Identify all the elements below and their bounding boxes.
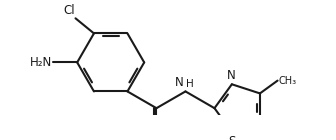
Text: Cl: Cl: [63, 4, 75, 18]
Text: H: H: [186, 79, 194, 89]
Text: CH₃: CH₃: [279, 76, 297, 86]
Text: N: N: [226, 69, 235, 82]
Text: H₂N: H₂N: [30, 56, 52, 69]
Text: S: S: [228, 135, 236, 140]
Text: N: N: [175, 76, 184, 89]
Text: O: O: [152, 139, 161, 140]
